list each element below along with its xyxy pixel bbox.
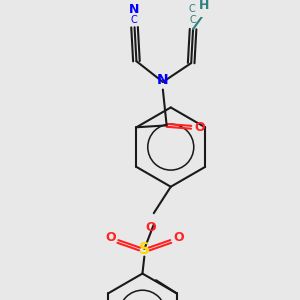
Text: S: S — [139, 242, 150, 256]
Text: C: C — [130, 15, 137, 25]
Text: C: C — [190, 15, 196, 25]
Text: N: N — [128, 3, 139, 16]
Text: O: O — [105, 231, 116, 244]
Text: N: N — [157, 73, 169, 87]
Text: O: O — [173, 231, 184, 244]
Text: H: H — [199, 0, 210, 12]
Text: C: C — [189, 4, 196, 14]
Text: O: O — [194, 121, 205, 134]
Text: O: O — [146, 221, 156, 234]
